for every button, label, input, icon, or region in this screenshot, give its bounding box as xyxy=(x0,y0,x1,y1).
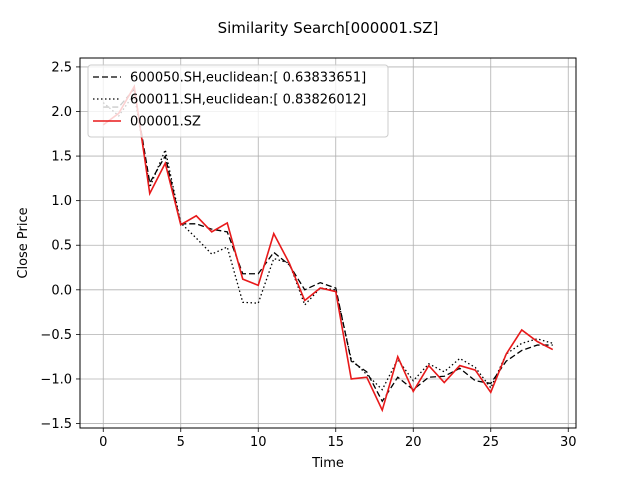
x-tick-label: 20 xyxy=(405,435,422,450)
legend: 600050.SH,euclidean:[ 0.63833651] 600011.… xyxy=(87,64,389,138)
chart-title: Similarity Search[000001.SZ] xyxy=(218,19,439,37)
series-line-2 xyxy=(102,91,553,391)
x-tick-label: 5 xyxy=(177,435,185,450)
series-lines xyxy=(102,84,554,413)
y-tick-label: −1.0 xyxy=(40,372,72,387)
legend-label-3: 000001.SZ xyxy=(130,115,201,130)
y-tick-label: 0.5 xyxy=(51,239,72,254)
x-tick-label: 25 xyxy=(482,435,499,450)
x-tick-label: 10 xyxy=(250,435,267,450)
series-line-1 xyxy=(103,87,553,403)
x-axis-label: Time xyxy=(311,456,344,471)
y-tick-label: 0.0 xyxy=(51,283,72,298)
x-tick-label: 30 xyxy=(560,435,577,450)
y-tick-label: −1.5 xyxy=(40,417,72,432)
x-tick-label: 15 xyxy=(327,435,344,450)
y-tick-label: 1.0 xyxy=(51,194,72,209)
y-axis-label: Close Price xyxy=(16,207,31,278)
y-tick-label: 1.5 xyxy=(51,150,72,165)
y-tick-label: 2.0 xyxy=(51,105,72,120)
x-tick-label: 0 xyxy=(99,435,107,450)
y-tick-label: −0.5 xyxy=(40,328,72,343)
plot-frame xyxy=(79,57,577,429)
y-tick-label: 2.5 xyxy=(51,60,72,75)
legend-label-2: 600011.SH,euclidean:[ 0.83826012] xyxy=(130,93,366,108)
ticks: 0 5 10 15 20 25 30 −1.5 −1.0 −0.5 0.0 0.5 1.0 1.5 2.0 2… xyxy=(40,60,576,450)
series-line-3 xyxy=(102,84,554,413)
legend-box xyxy=(87,64,389,138)
legend-label-1: 600050.SH,euclidean:[ 0.63833651] xyxy=(130,71,366,86)
